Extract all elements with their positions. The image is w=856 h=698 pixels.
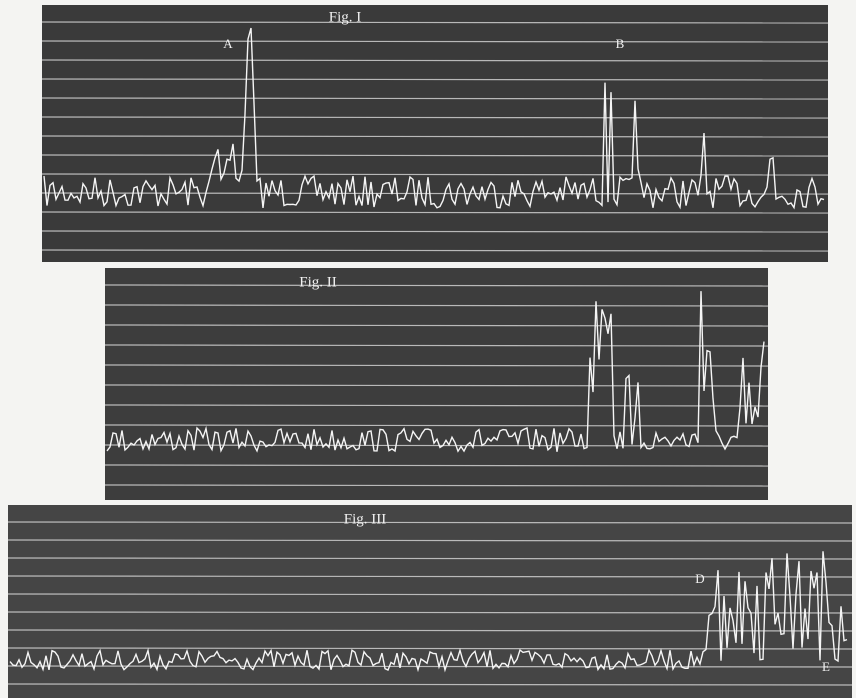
figure-title: Fig. III (344, 511, 387, 527)
figure-title: Fig. I (329, 9, 362, 25)
panel (8, 505, 852, 698)
scan: Fig. I A B Fig. II Fig. III D E (0, 0, 856, 698)
marker-label: D (695, 571, 704, 586)
marker-label: E (822, 659, 830, 674)
panel (42, 5, 828, 262)
figure-title: Fig. II (299, 274, 337, 290)
marker-label: A (223, 36, 233, 51)
marker-label: B (616, 36, 625, 51)
